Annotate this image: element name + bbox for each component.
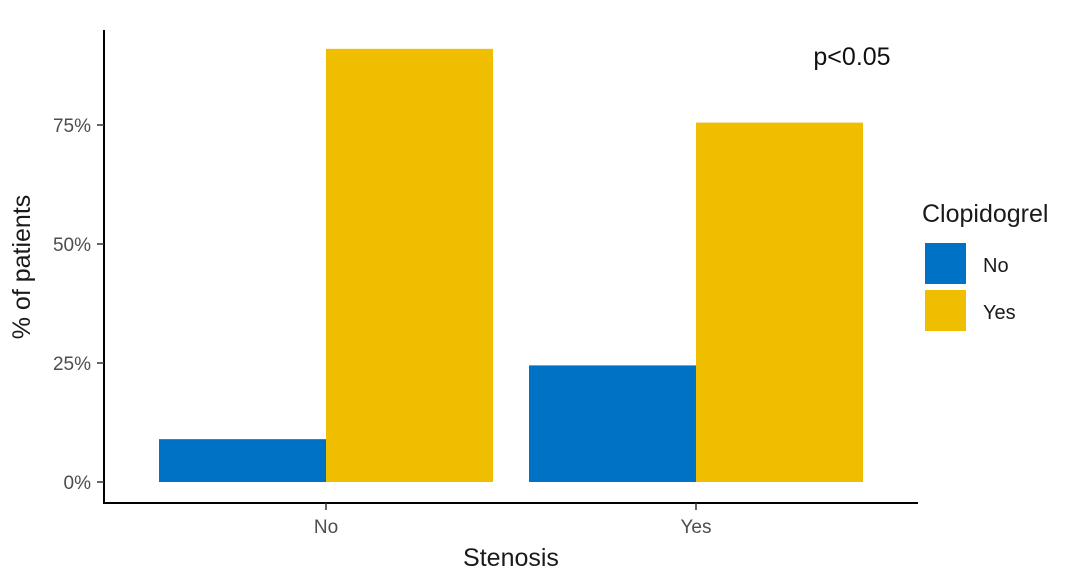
bar-no-no [159, 439, 326, 482]
legend-title: Clopidogrel [922, 200, 1048, 228]
x-tick-label: Yes [681, 517, 712, 538]
legend-label-no: No [983, 255, 1009, 277]
x-axis-ticks: No Yes [314, 503, 712, 538]
y-tick-label: 50% [53, 235, 91, 256]
bar-no-yes [326, 48, 493, 483]
y-tick-label: 0% [64, 473, 92, 494]
annotation-text: p<0.05 [813, 43, 890, 71]
x-axis-title: Stenosis [463, 544, 559, 572]
y-tick-label: 75% [53, 116, 91, 137]
legend-label-yes: Yes [983, 302, 1016, 324]
x-tick-label: No [314, 517, 338, 538]
y-tick-label: 25% [53, 354, 91, 375]
plot-area [159, 48, 863, 483]
legend-swatch-yes [925, 290, 966, 331]
legend: Clopidogrel No Yes [922, 200, 1048, 331]
legend-swatch-no [925, 243, 966, 284]
bar-yes-no [529, 365, 696, 482]
bar-yes-yes [696, 122, 863, 483]
y-axis-title: % of patients [8, 195, 36, 340]
y-axis-ticks: 0% 25% 50% 75% [53, 116, 104, 494]
